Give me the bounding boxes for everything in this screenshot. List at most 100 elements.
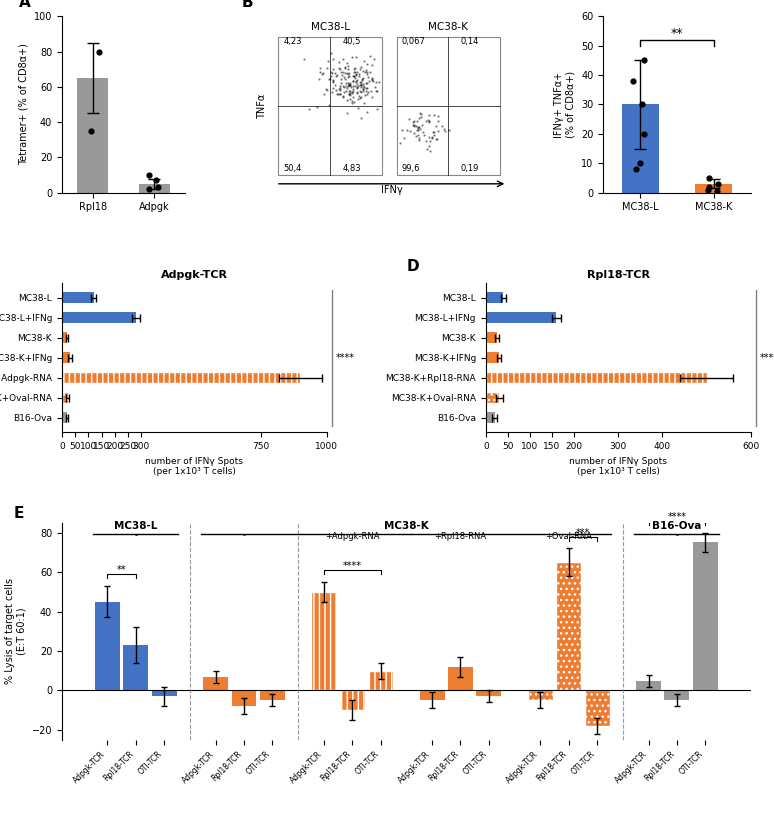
Point (355, 111, 368, 124)
Point (334, 87, 347, 100)
Point (327, 53, 339, 66)
Point (316, 68, 328, 81)
Point (348, 65, 360, 78)
Point (403, 112, 416, 125)
Point (327, 63, 340, 76)
Point (420, 135, 432, 148)
Point (638, 54, 650, 67)
Title: Rpl18-TCR: Rpl18-TCR (587, 270, 650, 280)
Point (344, 79, 356, 92)
Text: 50,4: 50,4 (283, 164, 302, 173)
Point (348, 63, 361, 76)
Point (431, 125, 444, 138)
X-axis label: number of IFNγ Spots
(per 1x10³ T cells): number of IFNγ Spots (per 1x10³ T cells) (570, 457, 667, 476)
Point (354, 78, 367, 91)
Text: MC38-L: MC38-L (114, 520, 157, 531)
Point (354, 79, 367, 92)
Text: A: A (19, 0, 31, 11)
Point (334, 72, 347, 85)
Point (423, 131, 435, 144)
Point (344, 87, 356, 100)
Point (354, 85, 367, 98)
Point (334, 62, 346, 75)
Text: **: ** (671, 27, 683, 40)
Point (354, 91, 366, 104)
Point (342, 70, 354, 83)
Point (344, 89, 356, 102)
Point (341, 93, 353, 107)
Point (84, 124, 97, 137)
Point (346, 90, 358, 103)
Point (703, 180, 715, 193)
Point (363, 74, 375, 87)
Point (357, 85, 369, 98)
Point (341, 67, 353, 80)
Point (365, 72, 378, 85)
Point (334, 77, 347, 90)
Point (341, 81, 353, 94)
Point (427, 125, 440, 138)
Text: MC38-K: MC38-K (428, 23, 468, 33)
Point (313, 72, 325, 85)
FancyBboxPatch shape (396, 37, 500, 175)
Point (351, 78, 363, 91)
Point (357, 65, 369, 78)
Point (327, 81, 339, 94)
Point (311, 101, 324, 114)
Bar (486, 412, 495, 423)
Text: ****: **** (343, 561, 361, 572)
Point (341, 76, 354, 89)
Point (420, 115, 432, 128)
Point (634, 157, 646, 170)
Bar (260, 690, 285, 700)
Point (317, 88, 330, 101)
Text: ***: *** (576, 528, 590, 537)
Text: -: - (134, 532, 137, 541)
Point (422, 114, 434, 127)
Point (408, 119, 420, 132)
Point (324, 73, 337, 86)
Point (407, 118, 420, 131)
Text: 0,14: 0,14 (461, 37, 479, 46)
Point (415, 111, 427, 124)
Bar (62, 352, 70, 363)
Point (636, 98, 649, 111)
Point (351, 81, 364, 94)
Point (416, 119, 429, 132)
Point (356, 73, 368, 86)
Point (414, 107, 426, 120)
Point (344, 92, 356, 105)
Text: 4,23: 4,23 (283, 37, 302, 46)
Point (351, 66, 363, 79)
Point (330, 70, 342, 83)
Point (357, 79, 369, 92)
Point (431, 133, 444, 146)
Point (421, 143, 433, 156)
Point (93, 45, 105, 58)
Point (361, 87, 373, 100)
Point (413, 121, 426, 134)
Point (350, 68, 362, 81)
Point (365, 90, 378, 103)
Point (314, 62, 327, 75)
Point (351, 86, 363, 99)
Point (432, 115, 444, 128)
Bar (62, 412, 67, 423)
Point (354, 63, 366, 76)
Point (337, 53, 349, 66)
Bar (203, 676, 228, 690)
Point (343, 88, 355, 101)
Point (414, 123, 426, 136)
Point (340, 80, 352, 93)
Point (347, 74, 359, 87)
Point (371, 85, 383, 98)
Bar (636, 680, 661, 690)
Point (413, 124, 425, 137)
Text: 99,6: 99,6 (402, 164, 420, 173)
Point (358, 97, 370, 110)
Point (364, 50, 376, 63)
Text: -: - (242, 532, 245, 541)
Bar (420, 690, 444, 700)
Bar (486, 392, 499, 403)
Point (348, 69, 361, 82)
